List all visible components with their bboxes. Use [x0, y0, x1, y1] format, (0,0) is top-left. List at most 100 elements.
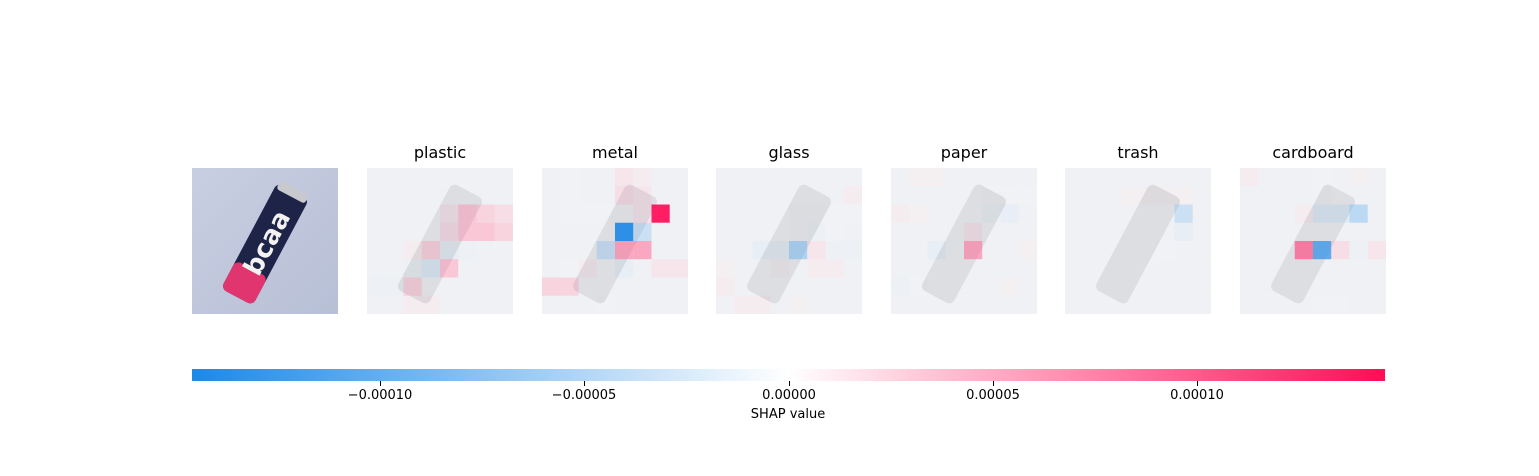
shap-cell [1018, 259, 1037, 278]
shap-cell [1294, 259, 1313, 278]
panel-title-metal: metal [592, 143, 638, 162]
shap-cell [476, 186, 495, 205]
shap-cell [440, 259, 459, 278]
shap-cell [578, 204, 597, 223]
shap-cell [1138, 186, 1157, 205]
shap-cell [752, 186, 771, 205]
shap-cell [909, 204, 928, 223]
shap-heatmap-paper [891, 168, 1037, 314]
shap-cell [807, 241, 826, 260]
shap-cell [1000, 259, 1019, 278]
shap-cell [1174, 241, 1193, 260]
shap-cell [421, 204, 440, 223]
shap-cell [669, 295, 688, 314]
shap-cell [1294, 277, 1313, 296]
panel-title-plastic: plastic [413, 143, 467, 162]
shap-cell [1331, 186, 1350, 205]
shap-cell [982, 259, 1001, 278]
shap-cell [909, 295, 928, 314]
shap-cell [1258, 295, 1277, 314]
shap-cell [825, 222, 844, 241]
shap-cell [1294, 204, 1313, 223]
shap-cell [716, 295, 735, 314]
shap-cell [1156, 295, 1175, 314]
shap-cell [982, 204, 1001, 223]
shap-heatmap-glass [716, 168, 862, 314]
shap-cell [734, 241, 753, 260]
panel-title-paper: paper [940, 143, 988, 162]
shap-cell [1119, 222, 1138, 241]
shap-cell [633, 241, 652, 260]
shap-cell [789, 295, 808, 314]
shap-cell [825, 259, 844, 278]
shap-cell [734, 295, 753, 314]
shap-cell [843, 277, 862, 296]
shap-cell [596, 186, 615, 205]
shap-cell [476, 222, 495, 241]
shap-cell [789, 222, 808, 241]
shap-cell [1018, 241, 1037, 260]
shap-cell [1174, 204, 1193, 223]
shap-cell [945, 168, 964, 187]
shap-cell [1083, 168, 1102, 187]
shap-cell [578, 295, 597, 314]
shap-cell [927, 186, 946, 205]
shap-cell [1000, 277, 1019, 296]
shap-cell [1240, 241, 1259, 260]
shap-cell [633, 295, 652, 314]
shap-cell [615, 222, 634, 241]
shap-cell [1174, 222, 1193, 241]
shap-cell [789, 241, 808, 260]
shap-cell [542, 186, 561, 205]
shap-cell [734, 168, 753, 187]
shap-cell [1258, 222, 1277, 241]
colorbar-tick [993, 381, 994, 386]
shap-cell [752, 295, 771, 314]
shap-cell [1174, 277, 1193, 296]
shap-cell [440, 186, 459, 205]
shap-cell [891, 241, 910, 260]
shap-cell [367, 241, 386, 260]
shap-cell [494, 241, 513, 260]
shap-cell [1294, 222, 1313, 241]
shap-cell [716, 186, 735, 205]
shap-cell [1018, 168, 1037, 187]
shap-cell [1349, 168, 1368, 187]
shap-cell [1119, 186, 1138, 205]
shap-cell [964, 295, 983, 314]
shap-cell [807, 259, 826, 278]
shap-cell [1240, 295, 1259, 314]
shap-cell [982, 222, 1001, 241]
can-photo: bcaa [192, 168, 338, 314]
shap-cell [1349, 204, 1368, 223]
shap-cell [1119, 168, 1138, 187]
shap-cell [1065, 295, 1084, 314]
shap-cell [1192, 222, 1211, 241]
shap-cell [403, 222, 422, 241]
shap-cell [1065, 277, 1084, 296]
shap-cell [1240, 259, 1259, 278]
shap-cell [385, 241, 404, 260]
shap-cell [651, 259, 670, 278]
shap-cell [843, 295, 862, 314]
shap-cell [615, 186, 634, 205]
shap-cell [945, 204, 964, 223]
shap-cell [615, 259, 634, 278]
shap-cell [1000, 295, 1019, 314]
shap-cell [1313, 241, 1332, 260]
shap-cell [633, 222, 652, 241]
shap-cell [494, 168, 513, 187]
shap-cell [542, 222, 561, 241]
shap-cell [1138, 277, 1157, 296]
shap-cell [752, 168, 771, 187]
shap-cell [440, 277, 459, 296]
shap-cell [789, 168, 808, 187]
shap-cell [770, 259, 789, 278]
shap-cell [403, 277, 422, 296]
shap-cell [1083, 186, 1102, 205]
shap-cell [891, 168, 910, 187]
shap-cell [1065, 168, 1084, 187]
shap-cell [476, 295, 495, 314]
shap-cell [1156, 222, 1175, 241]
shap-cell [1349, 259, 1368, 278]
